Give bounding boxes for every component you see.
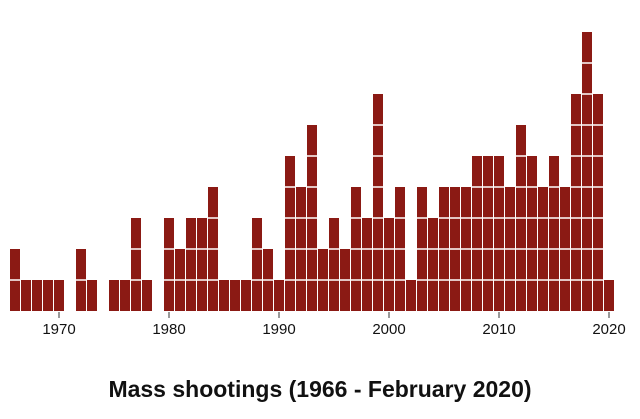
bar: [241, 280, 251, 311]
x-tick-label: 2010: [482, 321, 515, 338]
bar: [186, 218, 196, 311]
bar: [252, 218, 262, 311]
bar: [230, 280, 240, 311]
bar: [362, 218, 372, 311]
bar: [21, 280, 31, 311]
bar: [43, 280, 53, 311]
bar: [472, 156, 482, 311]
bar: [164, 218, 174, 311]
bar: [384, 218, 394, 311]
bar: [109, 280, 119, 311]
bar: [274, 280, 284, 311]
x-tick-label: 1980: [152, 321, 185, 338]
bar: [197, 218, 207, 311]
x-tick-label: 1990: [262, 321, 295, 338]
bar: [483, 156, 493, 311]
bar: [87, 280, 97, 311]
bar: [329, 218, 339, 311]
bar: [142, 280, 152, 311]
x-tick-label: 2000: [372, 321, 405, 338]
bar: [285, 156, 295, 311]
bar: [494, 156, 504, 311]
bar: [32, 280, 42, 311]
bar: [120, 280, 130, 311]
bar: [527, 156, 537, 311]
bar: [406, 280, 416, 311]
bar: [593, 94, 603, 311]
bar: [604, 280, 614, 311]
bar: [54, 280, 64, 311]
bar: [373, 94, 383, 311]
x-tick-label: 1970: [42, 321, 75, 338]
x-tick-label: 2020: [592, 321, 625, 338]
bar: [571, 94, 581, 311]
bar: [549, 156, 559, 311]
chart-title: Mass shootings (1966 - February 2020): [108, 376, 531, 402]
bar: [582, 32, 592, 311]
bar: [428, 218, 438, 311]
bar: [131, 218, 141, 311]
bar: [219, 280, 229, 311]
